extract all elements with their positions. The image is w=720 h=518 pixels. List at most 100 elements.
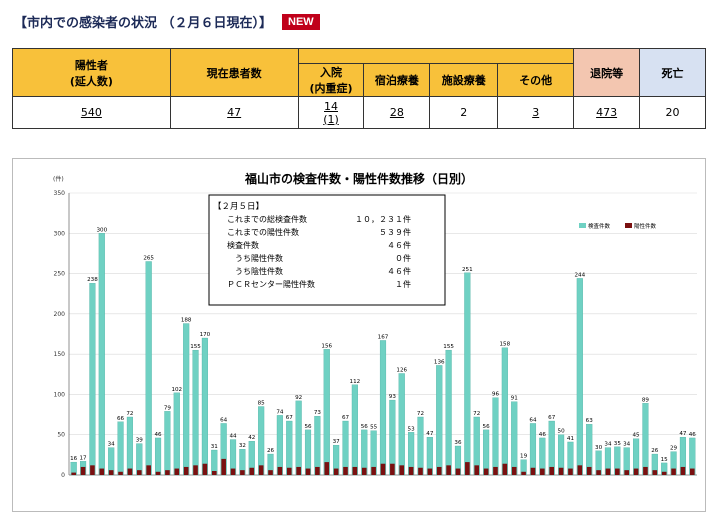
value-hotel[interactable]: 28 [363, 96, 431, 129]
test-count-label: 26 [267, 448, 275, 454]
test-count-label: 167 [378, 334, 389, 340]
test-count-bar [89, 283, 96, 476]
test-count-bar [154, 437, 162, 476]
value-other[interactable]: 3 [497, 96, 575, 129]
positive-count-bar [690, 468, 695, 475]
positive-count-bar [568, 468, 573, 475]
legend-positives-swatch [625, 223, 632, 228]
positive-count-bar [549, 466, 555, 475]
test-count-label: 42 [248, 435, 255, 441]
positive-count-bar [268, 470, 273, 475]
value-severe-count[interactable]: (1) [323, 112, 339, 126]
summary-line-value: ４６件 [387, 266, 411, 276]
chart-frame: 福山市の検査件数・陽性件数推移（日別） (件) 0 50 100 150 200 250 300… [12, 158, 706, 512]
positive-count-bar [277, 466, 283, 475]
test-count-label: 26 [651, 448, 659, 454]
positive-count-bar [221, 458, 226, 475]
positive-count-bar [596, 470, 601, 475]
y-tick-label: 150 [54, 351, 66, 358]
summary-line-label: ＰＣＲセンター陽性件数 [227, 279, 315, 289]
test-count-bar [286, 420, 293, 476]
summary-line-label: 検査件数 [227, 240, 259, 250]
summary-line-label: うち陽性件数 [227, 253, 283, 263]
y-tick-label: 50 [57, 432, 65, 439]
test-count-bar [192, 349, 199, 476]
positive-count-bar [427, 468, 433, 475]
test-count-label: 30 [595, 445, 603, 451]
header-discharged: 退院等 [573, 48, 641, 97]
positive-count-bar [118, 471, 123, 475]
positive-count-bar [530, 467, 536, 475]
value-death: 20 [639, 96, 706, 129]
test-count-label: 155 [190, 344, 201, 350]
test-count-bar [126, 416, 133, 476]
positive-count-bar [680, 466, 686, 475]
positive-count-bar [361, 467, 367, 475]
positive-count-bar [240, 470, 245, 475]
positive-count-bar [418, 467, 423, 475]
test-count-label: 156 [321, 343, 332, 349]
test-count-bar [445, 349, 452, 476]
summary-line-label: うち陰性件数 [227, 266, 283, 276]
positive-count-bar [202, 463, 208, 475]
value-discharged[interactable]: 473 [573, 96, 641, 129]
positive-count-bar [390, 463, 395, 475]
test-count-label: 244 [574, 272, 585, 278]
summary-line-value: １０，２３１件 [355, 214, 411, 224]
heading-text: 【市内での感染者の状況 （２月６日現在）】 [14, 16, 273, 31]
positive-count-bar [615, 468, 620, 475]
test-count-label: 34 [108, 442, 116, 448]
test-positive-chart: 福山市の検査件数・陽性件数推移（日別） (件) 0 50 100 150 200 250 300… [53, 171, 697, 479]
positive-count-bar [108, 470, 114, 475]
test-count-label: 17 [79, 455, 87, 461]
test-count-label: 72 [473, 411, 480, 417]
test-count-bar [164, 411, 171, 476]
test-count-label: 39 [136, 438, 144, 444]
positive-count-bar [136, 470, 142, 475]
positive-count-bar [380, 463, 386, 475]
test-count-label: 158 [500, 342, 511, 348]
legend-tests-swatch [579, 223, 586, 228]
value-hospital-count[interactable]: 14 [324, 99, 338, 113]
value-current[interactable]: 47 [169, 96, 299, 129]
header-facility: 施設療養 [429, 63, 499, 97]
positive-count-bar [127, 468, 133, 475]
test-count-label: 53 [408, 426, 416, 432]
test-count-bar [511, 401, 518, 476]
y-tick-label: 200 [54, 311, 66, 318]
test-count-label: 126 [396, 367, 407, 373]
positive-count-bar [333, 468, 339, 475]
test-count-label: 136 [434, 359, 445, 365]
y-tick-label: 300 [54, 230, 66, 237]
positive-count-bar [521, 471, 526, 475]
test-count-label: 170 [200, 332, 211, 338]
test-count-bar [492, 397, 499, 476]
test-count-label: 34 [604, 442, 612, 448]
test-count-label: 46 [154, 432, 162, 438]
test-count-label: 31 [211, 444, 219, 450]
new-badge: NEW [282, 13, 320, 30]
test-count-label: 93 [389, 394, 397, 400]
positive-count-bar [296, 466, 301, 475]
positive-count-bar [155, 471, 161, 475]
y-tick-label: 100 [54, 391, 66, 398]
page-heading: 【市内での感染者の状況 （２月６日現在）】 NEW [14, 12, 320, 31]
summary-line-value: ５３９件 [379, 227, 411, 237]
test-count-label: 45 [633, 433, 641, 439]
test-count-label: 46 [689, 432, 697, 438]
y-axis-unit: (件) [53, 175, 64, 183]
test-count-label: 155 [443, 344, 454, 350]
test-count-bar [145, 261, 152, 476]
test-count-label: 32 [239, 443, 246, 449]
test-count-bar [529, 423, 537, 476]
test-count-label: 64 [529, 417, 537, 423]
value-positive[interactable]: 540 [12, 96, 171, 129]
test-count-label: 56 [483, 424, 491, 430]
summary-line-value: １件 [395, 279, 411, 289]
test-count-label: 16 [70, 456, 78, 462]
test-count-label: 47 [426, 431, 434, 437]
test-count-label: 63 [586, 418, 594, 424]
header-hospital: 入院 (内重症) [297, 63, 365, 97]
positive-count-bar [446, 465, 451, 475]
positive-count-bar [183, 466, 189, 475]
